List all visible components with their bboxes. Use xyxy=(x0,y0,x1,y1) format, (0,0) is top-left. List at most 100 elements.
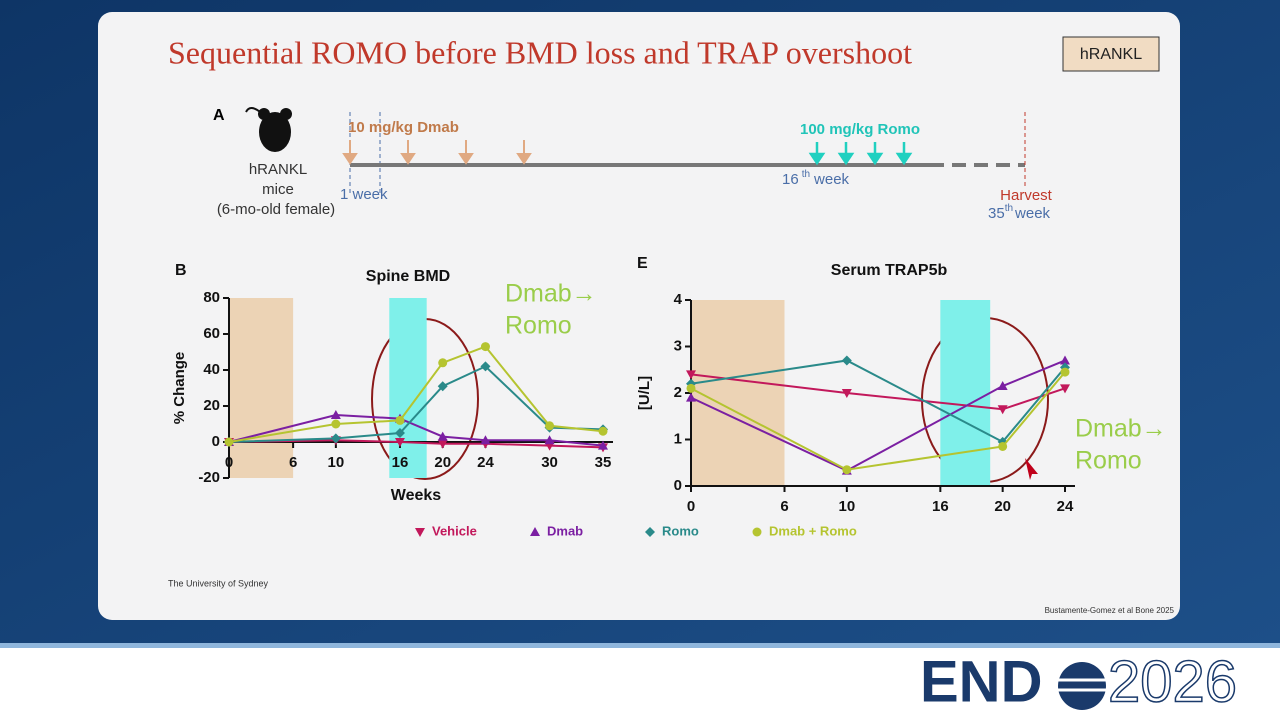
legend-label: Vehicle xyxy=(432,523,477,538)
marker xyxy=(395,415,405,425)
y-axis-label: [U/L] xyxy=(636,376,653,410)
legend-marker xyxy=(530,527,540,536)
panel-letter: A xyxy=(213,107,225,124)
marker xyxy=(1060,384,1070,394)
marker xyxy=(1060,355,1070,365)
marker xyxy=(598,426,608,436)
marker xyxy=(686,383,696,393)
marker xyxy=(438,358,448,368)
affiliation: The University of Sydney xyxy=(168,578,269,588)
y-tick-label: 0 xyxy=(212,433,220,450)
x-tick-label: 24 xyxy=(477,454,494,471)
logo-left: END xyxy=(920,649,1042,714)
cursor xyxy=(1025,458,1038,480)
legend-label: Romo xyxy=(662,523,699,538)
annotation: Romo xyxy=(1075,447,1142,475)
series-line xyxy=(690,359,1066,444)
week-suffix: th xyxy=(802,169,810,180)
marker xyxy=(998,441,1008,451)
dmab-label: 10 mg/kg Dmab xyxy=(348,119,459,136)
x-tick-label: 10 xyxy=(328,454,345,471)
marker xyxy=(437,439,448,449)
marker xyxy=(841,389,852,398)
marker xyxy=(841,355,852,366)
citation: Bustamente-Gomez et al Bone 2025 xyxy=(1045,606,1175,615)
marker xyxy=(394,428,405,438)
x-tick-label: 10 xyxy=(838,498,855,515)
x-tick-label: 6 xyxy=(780,498,788,515)
week-number: 35 xyxy=(988,205,1005,222)
legend-label: Dmab xyxy=(547,523,583,538)
week-word: week xyxy=(813,171,850,188)
x-tick-label: 16 xyxy=(932,498,949,515)
x-tick-label: 16 xyxy=(392,454,409,471)
model-label: mice xyxy=(262,181,294,198)
week-number: 16 xyxy=(782,171,799,188)
marker xyxy=(330,433,341,444)
x-axis-label: Weeks xyxy=(391,487,442,504)
shaded-period xyxy=(389,298,427,478)
marker xyxy=(598,440,608,450)
model-label: (6-mo-old female) xyxy=(217,201,335,218)
x-tick-label: 30 xyxy=(541,454,558,471)
mouse-icon xyxy=(245,107,292,152)
romo-label: 100 mg/kg Romo xyxy=(800,121,920,138)
marker xyxy=(480,361,491,372)
marker xyxy=(842,465,852,475)
marker xyxy=(686,370,696,380)
y-tick-label: 3 xyxy=(674,337,682,354)
x-tick-label: 0 xyxy=(225,454,233,471)
y-axis-label: % Change xyxy=(171,352,188,425)
marker xyxy=(997,405,1008,415)
shaded-period xyxy=(229,298,294,478)
marker xyxy=(686,392,696,402)
x-tick-label: 0 xyxy=(687,498,695,515)
badge-box xyxy=(1062,36,1160,72)
y-tick-label: 60 xyxy=(203,325,220,342)
dmab-arrows xyxy=(342,140,532,165)
logo-globe xyxy=(1058,662,1106,710)
romo-arrows xyxy=(808,142,913,166)
marker xyxy=(394,438,405,447)
week-suffix: th xyxy=(1005,203,1013,214)
y-tick-label: -20 xyxy=(198,469,220,486)
series-line xyxy=(690,359,1066,472)
annotation: Romo xyxy=(505,312,572,340)
marker xyxy=(224,437,234,447)
legend-marker xyxy=(752,527,762,537)
marker xyxy=(545,421,555,431)
divider xyxy=(0,643,1280,648)
x-tick-label: 6 xyxy=(289,454,297,471)
legend-marker xyxy=(415,528,425,537)
week-label: 35th week xyxy=(988,203,1051,222)
badge: hRANKL xyxy=(1080,46,1142,63)
marker xyxy=(331,419,341,429)
series-line xyxy=(690,371,1066,471)
y-tick-label: 4 xyxy=(674,291,683,308)
legend-label: Dmab + Romo xyxy=(769,523,857,538)
y-tick-label: 20 xyxy=(203,397,220,414)
marker xyxy=(480,435,491,445)
shaded-period xyxy=(691,300,785,486)
x-tick-label: 24 xyxy=(1057,498,1074,515)
marker xyxy=(437,431,448,441)
week-label: 1 week xyxy=(340,186,388,203)
y-tick-label: 1 xyxy=(674,430,682,447)
x-tick-label: 20 xyxy=(434,454,451,471)
harvest-label: Harvest xyxy=(1000,187,1053,204)
marker xyxy=(330,410,341,419)
week-word: week xyxy=(1014,205,1051,222)
marker xyxy=(437,381,448,392)
model-label: hRANKL xyxy=(249,161,307,178)
marker xyxy=(1060,367,1070,377)
annotation: Dmab→ xyxy=(1075,415,1167,443)
panel-letter: B xyxy=(175,262,187,279)
logo-right: 2026 xyxy=(1108,649,1237,714)
x-tick-label: 20 xyxy=(994,498,1011,515)
y-tick-label: 40 xyxy=(203,361,220,378)
annotation: Dmab→ xyxy=(505,280,597,308)
panel-letter: E xyxy=(637,255,648,272)
